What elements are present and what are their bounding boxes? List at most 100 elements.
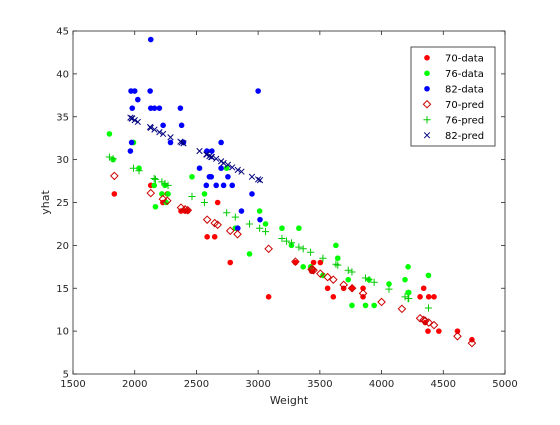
legend-marker-82-pred [423,132,431,139]
point-76-pred [158,178,166,186]
point-76-data [279,225,285,232]
point-70-pred [225,226,235,236]
point-76-pred [200,198,209,207]
y-tick-label: 15 [56,284,69,295]
point-70-data [204,234,210,240]
point-76-data [151,182,158,189]
point-70-pred [424,318,434,327]
point-76-pred [256,224,264,232]
point-70-data [214,199,221,206]
point-76-data [405,264,411,270]
point-70-data [310,259,317,266]
point-82-pred [167,134,174,141]
point-70-pred [467,338,477,348]
x-tick-label: 4500 [431,379,456,390]
x-axis-label: Weight [270,394,309,407]
point-76-pred [129,164,138,172]
point-76-pred [348,268,356,276]
point-70-pred [358,289,368,298]
point-70-data [425,328,431,334]
point-82-data [225,173,231,180]
point-76-data [165,191,171,197]
point-70-pred [453,331,462,341]
point-76-data [246,251,253,257]
point-70-data [265,294,272,300]
x-tick-label: 2500 [184,379,209,390]
point-82-data [208,173,215,180]
series-70-pred [110,171,477,348]
point-70-pred [146,188,156,198]
point-82-data [229,182,236,189]
x-tick-label: 3500 [307,379,332,390]
point-82-data [234,225,241,232]
data-marks [105,36,477,348]
point-82-data [135,96,141,103]
axis-ticks: 1500 2000 2500 3000 3500 4000 4500 5000 5 10 15 20 2… [56,27,517,391]
point-76-data [371,302,377,309]
x-tick-label: 4000 [369,379,394,390]
point-70-pred [162,196,172,206]
point-70-pred [291,257,300,266]
y-tick-label: 10 [56,327,69,338]
point-82-pred [229,164,236,171]
point-70-pred [323,272,332,282]
point-76-data [300,264,306,270]
point-82-data [147,36,154,43]
point-70-pred [377,297,386,307]
point-82-data [131,88,138,94]
point-76-data [106,131,113,137]
point-82-data [178,122,185,129]
legend-box [410,46,496,147]
y-tick-label: 45 [56,27,69,38]
point-76-pred [401,293,409,301]
point-76-data [201,191,208,197]
legend: 70-data 76-data 82-data 70-pred 76-pred 82-pr… [410,46,496,147]
point-82-data [196,165,203,171]
series-76-pred [105,153,433,312]
point-70-pred [347,283,357,293]
point-70-pred [307,265,316,274]
point-70-pred [233,229,242,239]
legend-marker-76-pred [423,116,431,124]
point-70-pred [180,205,190,214]
point-76-data [256,208,263,214]
point-70-data [317,259,324,266]
point-82-pred [254,176,262,183]
x-tick-label: 2000 [122,379,147,390]
point-76-pred [365,276,373,284]
point-70-data [454,328,461,334]
legend-label: 70-data [445,53,484,64]
legend-entry: 82-pred [423,131,484,142]
point-70-data [324,285,331,292]
point-82-pred [134,118,141,126]
point-82-pred [224,161,232,168]
point-82-pred [256,177,264,184]
point-70-data [111,191,118,197]
legend-label: 76-pred [445,115,484,126]
point-76-pred [135,167,143,175]
legend-marker-70-data [424,54,430,61]
y-tick-label: 30 [56,155,69,166]
series-82-data [127,36,263,232]
point-76-data [296,225,302,232]
point-76-data [152,203,159,210]
point-76-pred [334,261,342,269]
point-76-pred [405,294,413,303]
legend-label: 76-data [445,69,484,80]
point-70-pred [316,269,325,278]
legend-label: 70-pred [445,100,484,111]
point-76-pred [150,174,158,183]
point-76-pred [319,254,327,262]
point-76-pred [164,181,172,189]
point-82-pred [151,126,158,133]
point-82-pred [131,117,138,124]
point-70-pred [110,171,119,181]
point-82-data [249,191,255,197]
point-70-data [227,259,234,266]
point-82-pred [238,168,245,175]
point-76-pred [188,192,196,201]
point-70-pred [339,280,348,290]
point-70-data [436,328,442,334]
legend-marker-70-pred [422,99,432,109]
